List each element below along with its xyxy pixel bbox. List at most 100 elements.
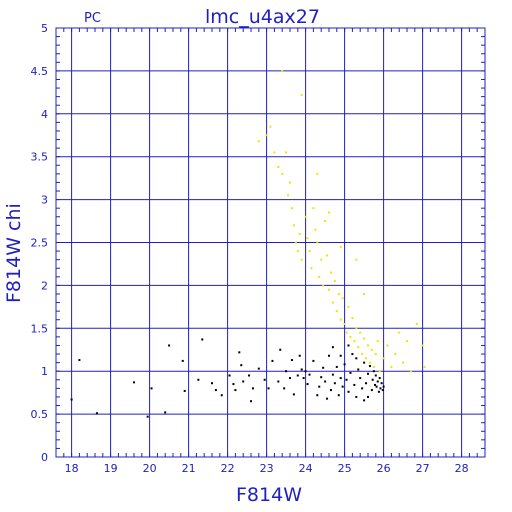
data-point-s1-36 <box>343 323 346 326</box>
x-tick-label-20: 20 <box>143 462 157 475</box>
data-point-s1-28 <box>328 288 330 291</box>
data-point-s1-20 <box>312 207 315 210</box>
y-tick-label-1.5: 1.5 <box>31 322 49 335</box>
data-point-s0-84 <box>367 395 369 398</box>
data-point-s1-43 <box>357 346 360 349</box>
data-point-s0-42 <box>312 359 315 362</box>
data-point-s1-47 <box>365 357 368 360</box>
data-point-s1-26 <box>324 220 327 223</box>
data-point-s1-45 <box>361 353 364 356</box>
data-point-s0-16 <box>232 383 235 386</box>
y-tick-label-5: 5 <box>41 22 48 35</box>
data-point-s0-41 <box>308 373 311 376</box>
data-point-s0-63 <box>355 395 358 398</box>
data-point-s0-88 <box>339 354 342 357</box>
x-tick-label-24: 24 <box>299 462 313 475</box>
data-point-s0-69 <box>367 372 369 375</box>
data-point-s0-39 <box>304 370 307 373</box>
data-point-s0-35 <box>296 374 299 377</box>
data-point-s1-12 <box>294 241 297 244</box>
data-point-s1-0 <box>281 69 284 72</box>
data-point-s0-7 <box>168 344 171 347</box>
data-point-s0-79 <box>378 377 381 380</box>
data-point-s0-40 <box>306 383 309 386</box>
data-point-s1-56 <box>386 344 389 347</box>
data-point-s1-34 <box>339 318 342 321</box>
data-point-s0-2 <box>95 412 98 415</box>
data-point-s0-68 <box>365 382 368 385</box>
data-point-s1-33 <box>337 292 340 295</box>
data-point-s0-20 <box>242 380 245 383</box>
data-point-s1-37 <box>345 331 348 334</box>
data-point-s0-86 <box>355 357 358 360</box>
data-point-s1-2 <box>257 140 260 143</box>
data-point-s0-85 <box>363 399 366 402</box>
x-tick-label-18: 18 <box>65 462 79 475</box>
data-point-s0-19 <box>240 364 243 367</box>
data-point-s0-22 <box>250 400 252 403</box>
data-point-s0-47 <box>324 380 327 383</box>
data-point-s1-48 <box>367 344 369 347</box>
data-point-s1-70 <box>339 245 342 248</box>
data-point-s0-49 <box>328 354 330 357</box>
data-point-s0-70 <box>368 365 371 368</box>
data-point-s1-35 <box>341 297 344 300</box>
data-point-s1-7 <box>281 172 284 175</box>
data-point-s0-78 <box>377 390 380 393</box>
data-point-s1-27 <box>326 254 329 257</box>
data-point-s0-51 <box>331 373 334 376</box>
data-point-s1-42 <box>355 327 358 330</box>
data-point-s1-25 <box>322 284 325 287</box>
data-point-s1-3 <box>265 134 268 137</box>
data-point-s0-34 <box>292 393 295 396</box>
data-point-s0-26 <box>267 387 270 390</box>
x-tick-label-23: 23 <box>260 462 274 475</box>
data-point-s0-28 <box>277 380 280 383</box>
data-point-s1-24 <box>320 258 323 261</box>
data-point-s0-21 <box>248 374 251 377</box>
chart-corner-label: PC <box>84 11 101 26</box>
data-point-s1-22 <box>316 241 319 244</box>
data-point-s1-44 <box>359 331 362 334</box>
data-point-s1-6 <box>277 165 280 168</box>
y-axis-label: F814W chi <box>3 203 25 303</box>
data-point-s0-38 <box>302 377 305 380</box>
data-point-s0-43 <box>316 394 319 397</box>
x-tick-label-28: 28 <box>455 462 469 475</box>
data-point-s0-76 <box>375 385 378 388</box>
grid-lines <box>56 27 485 458</box>
data-point-s1-69 <box>316 172 319 175</box>
data-point-s0-10 <box>197 378 200 381</box>
chart-title: lmc_u4ax27 <box>205 6 320 28</box>
data-point-s0-81 <box>380 382 383 385</box>
x-tick-label-26: 26 <box>377 462 391 475</box>
y-tick-label-4: 4 <box>41 108 48 121</box>
data-point-s0-8 <box>181 359 184 362</box>
data-point-s1-58 <box>394 353 397 356</box>
data-point-s0-48 <box>326 397 329 400</box>
data-point-s0-27 <box>271 359 274 362</box>
data-point-s0-53 <box>335 365 338 368</box>
data-point-s0-61 <box>351 353 354 356</box>
data-point-s1-59 <box>398 331 401 334</box>
data-point-s0-71 <box>370 389 373 392</box>
data-point-s0-55 <box>339 377 342 380</box>
data-point-s1-50 <box>370 348 373 351</box>
data-point-s0-74 <box>374 383 377 386</box>
data-point-s0-46 <box>322 366 325 369</box>
data-point-s1-57 <box>390 365 393 368</box>
data-point-s1-18 <box>308 250 311 253</box>
tick-marks <box>55 27 486 457</box>
data-point-s0-82 <box>381 389 384 392</box>
data-point-s0-60 <box>349 371 352 374</box>
data-point-s1-39 <box>349 335 352 338</box>
data-point-s0-36 <box>298 354 301 357</box>
data-point-s0-5 <box>150 387 153 390</box>
data-point-s0-32 <box>289 377 291 380</box>
data-point-s1-4 <box>269 125 272 128</box>
data-point-s0-57 <box>343 363 346 366</box>
data-point-s0-15 <box>228 374 231 377</box>
data-point-s0-59 <box>347 390 350 393</box>
data-point-s1-8 <box>285 151 288 154</box>
